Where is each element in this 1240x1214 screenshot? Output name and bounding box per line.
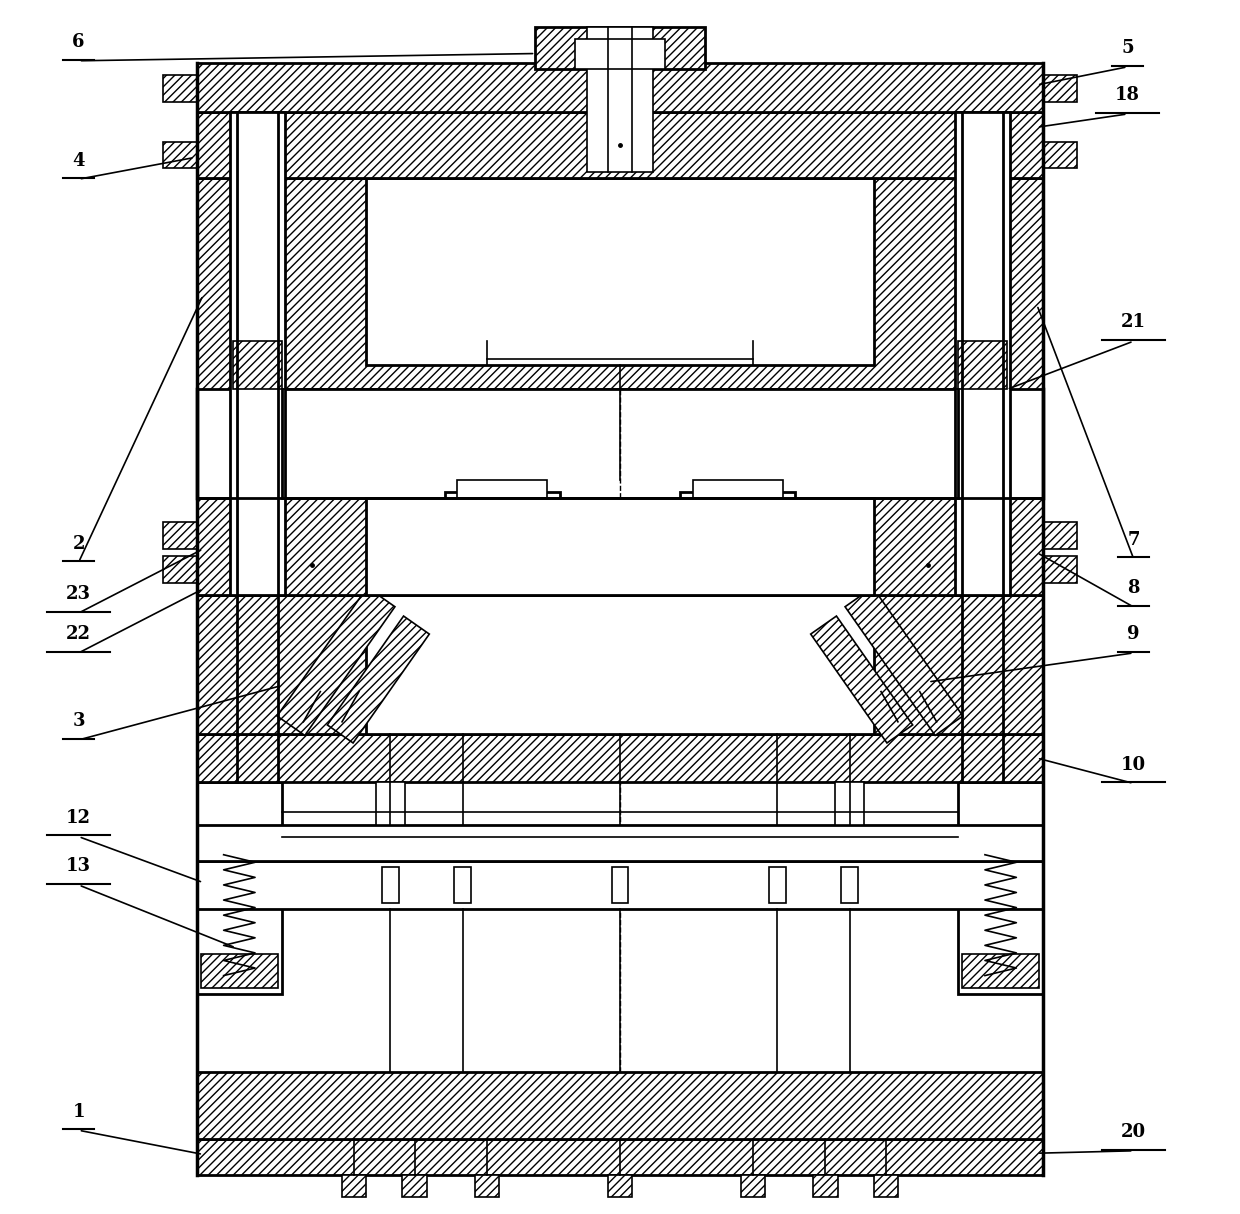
Bar: [366, 178, 874, 365]
Text: 1: 1: [72, 1102, 84, 1121]
Bar: [403, 1175, 427, 1197]
Bar: [197, 861, 1043, 909]
Text: 12: 12: [66, 809, 91, 827]
Bar: [366, 498, 874, 595]
Polygon shape: [846, 588, 963, 736]
Bar: [1043, 556, 1076, 583]
Polygon shape: [277, 588, 394, 736]
Bar: [164, 522, 197, 549]
Text: 8: 8: [1127, 579, 1140, 597]
Text: 5: 5: [1121, 39, 1133, 57]
Bar: [197, 63, 1043, 112]
Text: 2: 2: [72, 534, 84, 552]
Bar: [233, 341, 281, 390]
Bar: [608, 1175, 632, 1197]
Bar: [874, 1175, 898, 1197]
Text: 10: 10: [1121, 756, 1146, 773]
Bar: [959, 782, 1043, 994]
Bar: [454, 867, 471, 903]
Bar: [376, 782, 405, 824]
Bar: [1043, 75, 1076, 102]
Text: 7: 7: [1127, 531, 1140, 549]
Bar: [456, 480, 548, 498]
Text: 3: 3: [72, 713, 84, 731]
Bar: [1043, 522, 1076, 549]
Bar: [197, 498, 1043, 595]
Bar: [164, 556, 197, 583]
Bar: [611, 867, 629, 903]
Text: 20: 20: [1121, 1123, 1146, 1141]
Bar: [197, 595, 1043, 734]
Bar: [681, 492, 795, 546]
Bar: [835, 782, 864, 824]
Bar: [475, 1175, 500, 1197]
Bar: [366, 595, 874, 734]
Polygon shape: [327, 615, 429, 743]
Text: 13: 13: [66, 857, 91, 875]
Bar: [342, 1175, 366, 1197]
Bar: [197, 734, 1043, 782]
Bar: [164, 75, 197, 102]
Bar: [197, 1139, 1043, 1175]
Bar: [164, 142, 197, 169]
Bar: [197, 178, 1043, 390]
Bar: [197, 824, 1043, 861]
Bar: [536, 27, 704, 69]
Bar: [445, 492, 559, 546]
Bar: [813, 1175, 837, 1197]
Bar: [962, 954, 1039, 988]
Text: 23: 23: [66, 585, 91, 603]
Text: 22: 22: [66, 625, 91, 643]
Bar: [769, 867, 786, 903]
Bar: [740, 1175, 765, 1197]
Bar: [575, 39, 665, 69]
Text: 18: 18: [1115, 86, 1140, 104]
Bar: [959, 341, 1007, 390]
Bar: [201, 954, 278, 988]
Bar: [229, 112, 285, 595]
Bar: [197, 782, 281, 994]
Bar: [692, 480, 784, 498]
Bar: [955, 112, 1011, 595]
Bar: [588, 27, 652, 172]
Bar: [1043, 142, 1076, 169]
Text: 4: 4: [72, 152, 84, 170]
Text: 21: 21: [1121, 313, 1146, 331]
Bar: [841, 867, 858, 903]
Bar: [197, 112, 1043, 178]
Text: 9: 9: [1127, 625, 1140, 643]
Polygon shape: [811, 615, 913, 743]
Text: 6: 6: [72, 33, 84, 51]
Bar: [197, 1072, 1043, 1139]
Bar: [382, 867, 399, 903]
